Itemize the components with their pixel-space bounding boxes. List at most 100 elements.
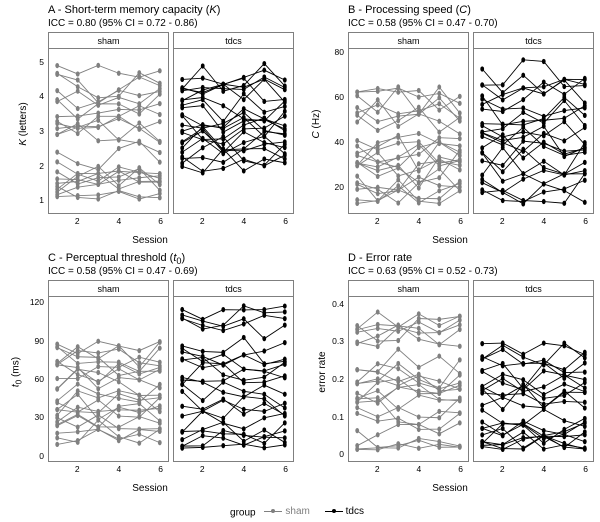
xtick: 6: [158, 216, 163, 226]
xticks-B: 2 4 6 2 4 6: [348, 216, 594, 228]
yticks-D: 00.10.20.30.4: [328, 296, 346, 462]
legend-item-tdcs: tdcs: [325, 506, 364, 517]
panel-grid: A - Short-term memory capacity (K) ICC = …: [0, 0, 600, 496]
ytick: 3: [26, 126, 44, 136]
facet-strip: sham: [349, 33, 468, 49]
xtick: 4: [117, 464, 122, 474]
ytick: 0.2: [326, 374, 344, 384]
xtick: 4: [242, 464, 247, 474]
facet-strip: sham: [349, 281, 468, 297]
plotarea: [474, 49, 593, 213]
yticks-C: 0 30 60 90 120: [28, 296, 46, 462]
xlabel-A: Session: [132, 235, 168, 246]
facet-A-sham: sham: [48, 32, 169, 214]
legend-label-tdcs: tdcs: [346, 506, 364, 517]
xtick: 4: [242, 216, 247, 226]
xtick: 6: [583, 216, 588, 226]
facet-strip: tdcs: [174, 281, 293, 297]
plotarea: [349, 49, 468, 213]
ytick: 0: [26, 451, 44, 461]
panel-icc-C: ICC = 0.58 (95% CI = 0.47 - 0.69): [48, 266, 198, 277]
ytick: 0.4: [326, 299, 344, 309]
xtick: 2: [375, 216, 380, 226]
facets-B: sham tdcs: [348, 32, 594, 214]
ytick: 1: [26, 195, 44, 205]
xtick: 6: [458, 464, 463, 474]
xtick: 2: [375, 464, 380, 474]
ytick: 20: [326, 182, 344, 192]
ytick: 40: [326, 137, 344, 147]
plotarea: [174, 297, 293, 461]
legend-swatch-tdcs: [325, 507, 343, 515]
xticks-A: 2 4 6 2 4 6: [48, 216, 294, 228]
xticks-C: 246246: [48, 464, 294, 476]
panel-icc-D: ICC = 0.63 (95% CI = 0.52 - 0.73): [348, 266, 498, 277]
facet-A-tdcs: tdcs: [173, 32, 294, 214]
plotarea: [474, 297, 593, 461]
ylabel-B: C (Hz): [311, 110, 322, 139]
yticks-B: 20 40 60 80: [328, 48, 346, 214]
xtick: 4: [417, 216, 422, 226]
xtick: 4: [417, 464, 422, 474]
legend-item-sham: sham: [264, 506, 309, 517]
facet-strip: tdcs: [474, 281, 593, 297]
panel-icc-B: ICC = 0.58 (95% CI = 0.47 - 0.70): [348, 18, 498, 29]
panel-B: B - Processing speed (C) ICC = 0.58 (95% …: [300, 0, 600, 248]
ytick: 5: [26, 57, 44, 67]
legend-label-sham: sham: [285, 506, 309, 517]
ytick: 120: [26, 297, 44, 307]
plotarea: [49, 49, 168, 213]
facets-C: sham tdcs: [48, 280, 294, 462]
xtick: 6: [458, 216, 463, 226]
xtick: 2: [200, 216, 205, 226]
yticks-A: 1 2 3 4 5: [28, 48, 46, 214]
facet-strip: tdcs: [174, 33, 293, 49]
panel-A: A - Short-term memory capacity (K) ICC = …: [0, 0, 300, 248]
panel-title-B: B - Processing speed (C): [348, 4, 471, 16]
xtick: 4: [542, 216, 547, 226]
xtick: 6: [283, 216, 288, 226]
xtick: 4: [117, 216, 122, 226]
plotarea: [49, 297, 168, 461]
xtick: 6: [158, 464, 163, 474]
facet-C-sham: sham: [48, 280, 169, 462]
ytick: 0: [326, 449, 344, 459]
xlabel-D: Session: [432, 483, 468, 494]
xtick: 6: [283, 464, 288, 474]
panel-icc-A: ICC = 0.80 (95% CI = 0.72 - 0.86): [48, 18, 198, 29]
facet-B-tdcs: tdcs: [473, 32, 594, 214]
ytick: 0.1: [326, 412, 344, 422]
ytick: 2: [26, 161, 44, 171]
facets-A: sham tdcs: [48, 32, 294, 214]
xlabel-C: Session: [132, 483, 168, 494]
xtick: 2: [75, 464, 80, 474]
panel-title-D: D - Error rate: [348, 252, 412, 264]
ytick: 60: [26, 374, 44, 384]
facet-strip: sham: [49, 33, 168, 49]
ylabel-D: error rate: [317, 351, 328, 392]
xtick: 2: [75, 216, 80, 226]
legend-title: group: [230, 507, 256, 518]
xtick: 4: [542, 464, 547, 474]
ytick: 90: [26, 336, 44, 346]
legend: group sham tdcs: [0, 506, 600, 519]
xticks-D: 246246: [348, 464, 594, 476]
legend-swatch-sham: [264, 507, 282, 515]
facet-strip: sham: [49, 281, 168, 297]
ytick: 30: [26, 412, 44, 422]
xtick: 2: [500, 464, 505, 474]
ytick: 60: [326, 92, 344, 102]
facet-B-sham: sham: [348, 32, 469, 214]
ytick: 80: [326, 47, 344, 57]
facet-C-tdcs: tdcs: [173, 280, 294, 462]
panel-C: C - Perceptual threshold (t0)ICC = 0.58 …: [0, 248, 300, 496]
plotarea: [349, 297, 468, 461]
facet-strip: tdcs: [474, 33, 593, 49]
facet-D-tdcs: tdcs: [473, 280, 594, 462]
panel-D: D - Error rate ICC = 0.63 (95% CI = 0.52 …: [300, 248, 600, 496]
xlabel-B: Session: [432, 235, 468, 246]
plotarea: [174, 49, 293, 213]
panel-title-A: A - Short-term memory capacity (K): [48, 4, 220, 16]
xtick: 2: [500, 216, 505, 226]
ytick: 4: [26, 91, 44, 101]
